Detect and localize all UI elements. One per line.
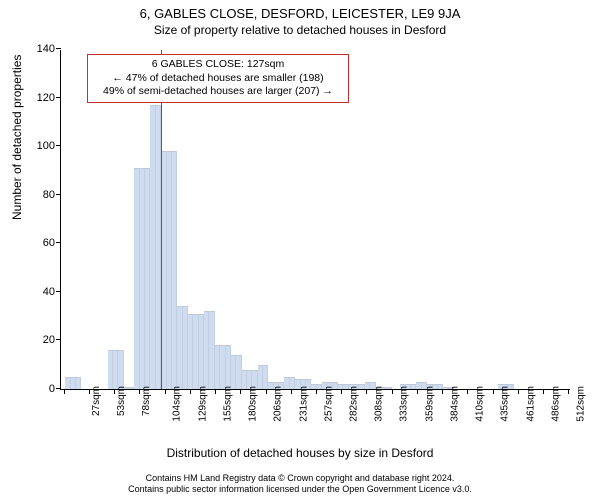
x-tick-mark: [316, 389, 317, 394]
x-tick-mark: [190, 389, 191, 394]
x-tick-mark: [417, 389, 418, 394]
x-tick-mark: [165, 389, 166, 394]
y-tick-mark: [56, 388, 61, 389]
y-tick-label: 40: [21, 286, 55, 298]
x-tick-mark: [89, 389, 90, 394]
x-tick-label: 308sqm: [374, 386, 385, 422]
x-tick-mark: [543, 389, 544, 394]
x-tick-label: 486sqm: [551, 386, 562, 422]
y-tick-mark: [56, 242, 61, 243]
y-tick-label: 60: [21, 237, 55, 249]
y-tick-mark: [56, 48, 61, 49]
x-tick-label: 410sqm: [475, 386, 486, 422]
x-tick-label: 257sqm: [323, 386, 334, 422]
plot-area: 02040608010012014027sqm53sqm78sqm104sqm1…: [60, 50, 570, 390]
callout-box: 6 GABLES CLOSE: 127sqm← 47% of detached …: [87, 54, 349, 103]
chart-container: 6, GABLES CLOSE, DESFORD, LEICESTER, LE9…: [0, 0, 600, 500]
x-tick-mark: [392, 389, 393, 394]
x-tick-label: 78sqm: [141, 386, 152, 416]
x-tick-label: 231sqm: [298, 386, 309, 422]
x-tick-mark: [215, 389, 216, 394]
footer-text: Contains HM Land Registry data © Crown c…: [0, 473, 600, 496]
x-tick-label: 180sqm: [248, 386, 259, 422]
footer-line2: Contains public sector information licen…: [0, 484, 600, 496]
x-tick-label: 27sqm: [91, 386, 102, 416]
x-tick-label: 435sqm: [500, 386, 511, 422]
x-tick-mark: [493, 389, 494, 394]
x-tick-label: 461sqm: [525, 386, 536, 422]
y-tick-label: 0: [21, 383, 55, 395]
x-tick-label: 359sqm: [424, 386, 435, 422]
footer-line1: Contains HM Land Registry data © Crown c…: [0, 473, 600, 485]
y-tick-mark: [56, 291, 61, 292]
histogram-bar: [76, 377, 81, 389]
x-tick-label: 155sqm: [222, 386, 233, 422]
x-tick-mark: [518, 389, 519, 394]
x-tick-mark: [64, 389, 65, 394]
y-tick-label: 120: [21, 92, 55, 104]
y-tick-mark: [56, 145, 61, 146]
y-tick-mark: [56, 194, 61, 195]
callout-line: 49% of semi-detached houses are larger (…: [94, 85, 342, 99]
x-tick-label: 512sqm: [576, 386, 587, 422]
histogram-bar: [118, 350, 123, 389]
x-tick-mark: [467, 389, 468, 394]
x-tick-label: 333sqm: [399, 386, 410, 422]
x-tick-label: 384sqm: [450, 386, 461, 422]
x-tick-mark: [568, 389, 569, 394]
y-tick-mark: [56, 339, 61, 340]
callout-line: ← 47% of detached houses are smaller (19…: [94, 72, 342, 86]
x-axis-label: Distribution of detached houses by size …: [0, 446, 600, 460]
x-tick-mark: [114, 389, 115, 394]
y-tick-label: 140: [21, 43, 55, 55]
y-tick-label: 100: [21, 140, 55, 152]
x-tick-mark: [240, 389, 241, 394]
x-tick-label: 206sqm: [273, 386, 284, 422]
x-tick-label: 104sqm: [172, 386, 183, 422]
x-tick-label: 129sqm: [197, 386, 208, 422]
callout-line: 6 GABLES CLOSE: 127sqm: [94, 58, 342, 72]
x-tick-mark: [266, 389, 267, 394]
x-tick-mark: [291, 389, 292, 394]
x-tick-label: 282sqm: [349, 386, 360, 422]
chart-title: 6, GABLES CLOSE, DESFORD, LEICESTER, LE9…: [0, 0, 600, 21]
y-tick-label: 80: [21, 189, 55, 201]
x-tick-mark: [442, 389, 443, 394]
x-tick-mark: [366, 389, 367, 394]
y-tick-label: 20: [21, 334, 55, 346]
chart-subtitle: Size of property relative to detached ho…: [0, 21, 600, 37]
x-tick-mark: [341, 389, 342, 394]
x-tick-label: 53sqm: [116, 386, 127, 416]
y-tick-mark: [56, 97, 61, 98]
x-tick-mark: [139, 389, 140, 394]
